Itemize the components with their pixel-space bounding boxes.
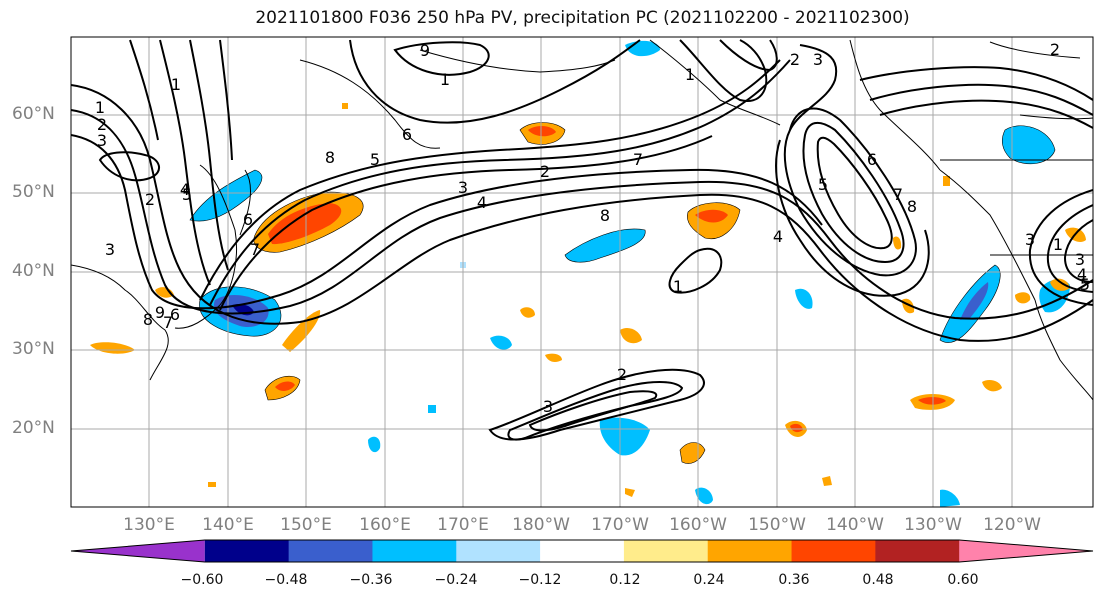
colorbar-swatch	[204, 540, 290, 562]
colorbar-outline	[70, 539, 1094, 563]
contour-label: 1	[1053, 235, 1063, 254]
colorbar-tick-label: 0.24	[693, 572, 725, 588]
colorbar-tick-label: −0.48	[264, 572, 308, 588]
contour-label: 5	[1080, 275, 1090, 294]
colorbar-tick-label: 0.48	[862, 572, 894, 588]
lon-label: 170°E	[437, 515, 489, 535]
contour-label: 1	[95, 98, 105, 117]
colorbar-swatch	[875, 540, 960, 562]
contour-label: 8	[143, 310, 153, 329]
precip-positive-areas	[90, 103, 1086, 497]
lon-label: 160°W	[669, 515, 727, 535]
contour-label: 2	[97, 115, 107, 134]
colorbar-extend-max	[959, 540, 1093, 562]
colorbar-tick-label: 0.36	[778, 572, 810, 588]
contour-label: 4	[180, 180, 190, 199]
lon-label: 180°W	[512, 515, 570, 535]
lon-label: 150°W	[748, 515, 806, 535]
contour-label: 1	[685, 65, 695, 84]
pv-contour-labels: 1 2 3 1 2 3 4 5 6 7 8 9 1 2 3 4 5 6 7 8 …	[95, 40, 1090, 416]
colorbar	[70, 539, 1094, 563]
colorbar-tick-label: 0.60	[947, 572, 979, 588]
lon-label: 130°W	[904, 515, 962, 535]
colorbar-swatch	[372, 540, 457, 562]
lat-label-60n: 60°N	[12, 104, 55, 124]
contour-label: 8	[907, 197, 917, 216]
contour-label: 2	[617, 365, 627, 384]
colorbar-swatch	[623, 540, 709, 562]
lat-label-40n: 40°N	[12, 261, 55, 281]
coastlines	[71, 39, 1093, 401]
colorbar-tick-label: −0.60	[180, 572, 224, 588]
contour-label: 4	[1077, 265, 1087, 284]
colorbar-tick-label: −0.36	[349, 572, 393, 588]
contour-label: 9	[155, 303, 165, 322]
lon-label: 130°E	[123, 515, 175, 535]
colorbar-tick-label: −0.24	[434, 572, 478, 588]
contour-label: 2	[145, 190, 155, 209]
contour-label: 7	[893, 185, 903, 204]
contour-label: 7	[163, 313, 173, 332]
contour-label: 6	[170, 305, 180, 324]
colorbar-swatch	[288, 540, 373, 562]
contour-label: 8	[325, 148, 335, 167]
contour-label: 1	[440, 70, 450, 89]
lon-label: 140°E	[202, 515, 254, 535]
contour-label: 1	[673, 277, 683, 296]
contour-label: 2	[790, 50, 800, 69]
colorbar-swatch	[707, 540, 793, 562]
lon-label: 140°W	[826, 515, 884, 535]
contour-label: 6	[243, 210, 253, 229]
contour-label: 5	[370, 150, 380, 169]
lat-label-20n: 20°N	[12, 418, 55, 438]
contour-label: 2	[1050, 40, 1060, 59]
precip-negative-areas	[189, 40, 1070, 507]
contour-label: 4	[477, 193, 487, 212]
contour-label: 9	[420, 41, 430, 60]
colorbar-swatch	[791, 540, 876, 562]
colorbar-extend-min	[71, 540, 205, 562]
lat-label-30n: 30°N	[12, 339, 55, 359]
colorbar-tick-label: −0.12	[518, 572, 562, 588]
contour-label: 3	[97, 131, 107, 150]
contour-label: 5	[818, 175, 828, 194]
map-title: 2021101800 F036 250 hPa PV, precipitatio…	[255, 8, 910, 28]
contour-label: 3	[458, 178, 468, 197]
contour-label: 7	[250, 240, 260, 259]
contour-label: 3	[1025, 230, 1035, 249]
contour-label: 7	[633, 150, 643, 169]
lon-label: 120°W	[983, 515, 1041, 535]
contour-label: 3	[105, 240, 115, 259]
lat-label-50n: 50°N	[12, 182, 55, 202]
contour-label: 5	[182, 185, 192, 204]
contour-label: 6	[867, 150, 877, 169]
pv-contours	[71, 39, 1093, 441]
contour-label: 2	[540, 162, 550, 181]
contour-label: 4	[773, 227, 783, 246]
map-frame	[70, 36, 1094, 508]
lon-label: 170°W	[591, 515, 649, 535]
lon-label: 160°E	[359, 515, 411, 535]
contour-label: 3	[1075, 250, 1085, 269]
contour-label: 3	[543, 397, 553, 416]
contour-label: 3	[813, 50, 823, 69]
contour-label: 1	[171, 75, 181, 94]
lon-label: 150°E	[280, 515, 332, 535]
colorbar-swatch	[540, 540, 625, 562]
contour-label: 8	[600, 206, 610, 225]
contour-label: 6	[402, 125, 412, 144]
colorbar-tick-label: 0.12	[609, 572, 641, 588]
colorbar-swatch	[456, 540, 541, 562]
